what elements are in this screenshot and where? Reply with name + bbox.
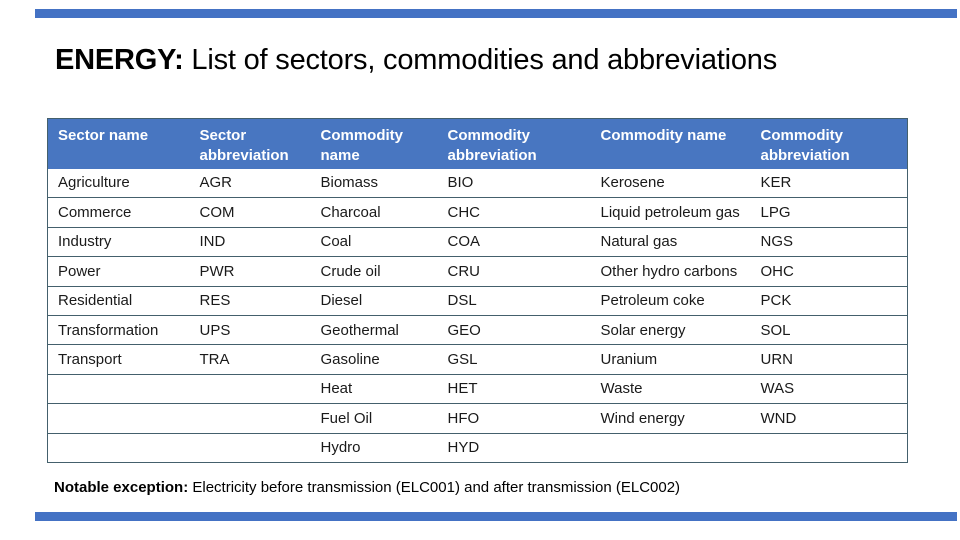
table-cell: HET	[437, 374, 591, 405]
table-row: Residential RES Diesel DSL Petroleum coke PCK	[47, 286, 908, 316]
table-cell: Fuel Oil	[310, 403, 438, 434]
footnote-label: Notable exception:	[54, 479, 189, 496]
table-cell: WND	[750, 403, 908, 434]
table-cell: RES	[189, 286, 311, 316]
table-cell: Kerosene	[590, 168, 751, 199]
table-row: Heat HET Waste WAS	[47, 374, 908, 405]
table-cell: AGR	[189, 168, 311, 199]
table-cell: Waste	[590, 374, 751, 405]
table-cell: Other hydro carbons	[590, 256, 751, 287]
footnote-text: Electricity before transmission (ELC001)…	[188, 479, 681, 496]
table-cell: Agriculture	[47, 168, 190, 199]
sectors-commodities-table: Sector name Sector abbreviation Commodity …	[47, 118, 908, 463]
column-header: Commodity name	[590, 118, 751, 169]
table-cell: Heat	[310, 374, 438, 405]
page-title: ENERGY: List of sectors, commodities and…	[55, 44, 777, 77]
table-cell: CHC	[437, 197, 591, 228]
table-row: Transformation UPS Geothermal GEO Solar ener…	[47, 315, 908, 346]
table-cell	[590, 433, 751, 463]
table-cell: Petroleum coke	[590, 286, 751, 316]
table-cell: Transformation	[47, 315, 190, 346]
top-accent-bar	[35, 9, 957, 18]
table-cell: Coal	[310, 227, 438, 258]
table-cell	[47, 374, 190, 405]
table-cell	[750, 433, 908, 463]
column-header: Sector name	[47, 118, 190, 169]
table-cell: COM	[189, 197, 311, 228]
table-cell: HYD	[437, 433, 591, 463]
table-cell: KER	[750, 168, 908, 199]
table-cell: BIO	[437, 168, 591, 199]
table-row: Hydro HYD	[47, 433, 908, 463]
table-cell: TRA	[189, 344, 311, 375]
table-row: Commerce COM Charcoal CHC Liquid petroleum g…	[47, 197, 908, 228]
table-cell: PWR	[189, 256, 311, 287]
column-header: Commodity abbreviation	[750, 118, 908, 169]
table-cell: SOL	[750, 315, 908, 346]
table-row: Transport TRA Gasoline GSL Uranium URN	[47, 344, 908, 375]
table-row: Agriculture AGR Biomass BIO Kerosene KER	[47, 168, 908, 199]
table-cell: OHC	[750, 256, 908, 287]
table-cell: Charcoal	[310, 197, 438, 228]
column-header: Sector abbreviation	[189, 118, 311, 169]
table-cell: Diesel	[310, 286, 438, 316]
table-cell: PCK	[750, 286, 908, 316]
table-cell: Wind energy	[590, 403, 751, 434]
title-text: List of sectors, commodities and abbrevi…	[183, 44, 778, 76]
table-cell: Biomass	[310, 168, 438, 199]
table-cell: NGS	[750, 227, 908, 258]
table-cell	[189, 403, 311, 434]
table-cell	[47, 403, 190, 434]
table-cell: Solar energy	[590, 315, 751, 346]
table-cell: Commerce	[47, 197, 190, 228]
table-cell: LPG	[750, 197, 908, 228]
title-emphasis: ENERGY:	[55, 44, 184, 76]
table-cell: Liquid petroleum gas	[590, 197, 751, 228]
table-cell: Gasoline	[310, 344, 438, 375]
table-cell: Natural gas	[590, 227, 751, 258]
table-cell: HFO	[437, 403, 591, 434]
table-row: Fuel Oil HFO Wind energy WND	[47, 403, 908, 434]
column-header: Commodity abbreviation	[437, 118, 591, 169]
bottom-accent-bar	[35, 512, 957, 521]
table-cell: UPS	[189, 315, 311, 346]
table-cell: Hydro	[310, 433, 438, 463]
table-cell	[189, 433, 311, 463]
footnote: Notable exception: Electricity before tr…	[54, 479, 680, 496]
table-cell: Uranium	[590, 344, 751, 375]
table-cell: WAS	[750, 374, 908, 405]
table-cell: DSL	[437, 286, 591, 316]
table-cell	[189, 374, 311, 405]
table-row: Industry IND Coal COA Natural gas NGS	[47, 227, 908, 258]
table-row: Power PWR Crude oil CRU Other hydro carbons O…	[47, 256, 908, 287]
table-cell: GEO	[437, 315, 591, 346]
table-cell	[47, 433, 190, 463]
table-cell: Industry	[47, 227, 190, 258]
table-cell: URN	[750, 344, 908, 375]
table-cell: Residential	[47, 286, 190, 316]
table-cell: COA	[437, 227, 591, 258]
table-cell: CRU	[437, 256, 591, 287]
table-cell: Crude oil	[310, 256, 438, 287]
table-cell: Geothermal	[310, 315, 438, 346]
table-cell: IND	[189, 227, 311, 258]
table-cell: Power	[47, 256, 190, 287]
table-cell: Transport	[47, 344, 190, 375]
column-header: Commodity name	[310, 118, 438, 169]
table-cell: GSL	[437, 344, 591, 375]
table-header-row: Sector name Sector abbreviation Commodity …	[47, 118, 908, 169]
